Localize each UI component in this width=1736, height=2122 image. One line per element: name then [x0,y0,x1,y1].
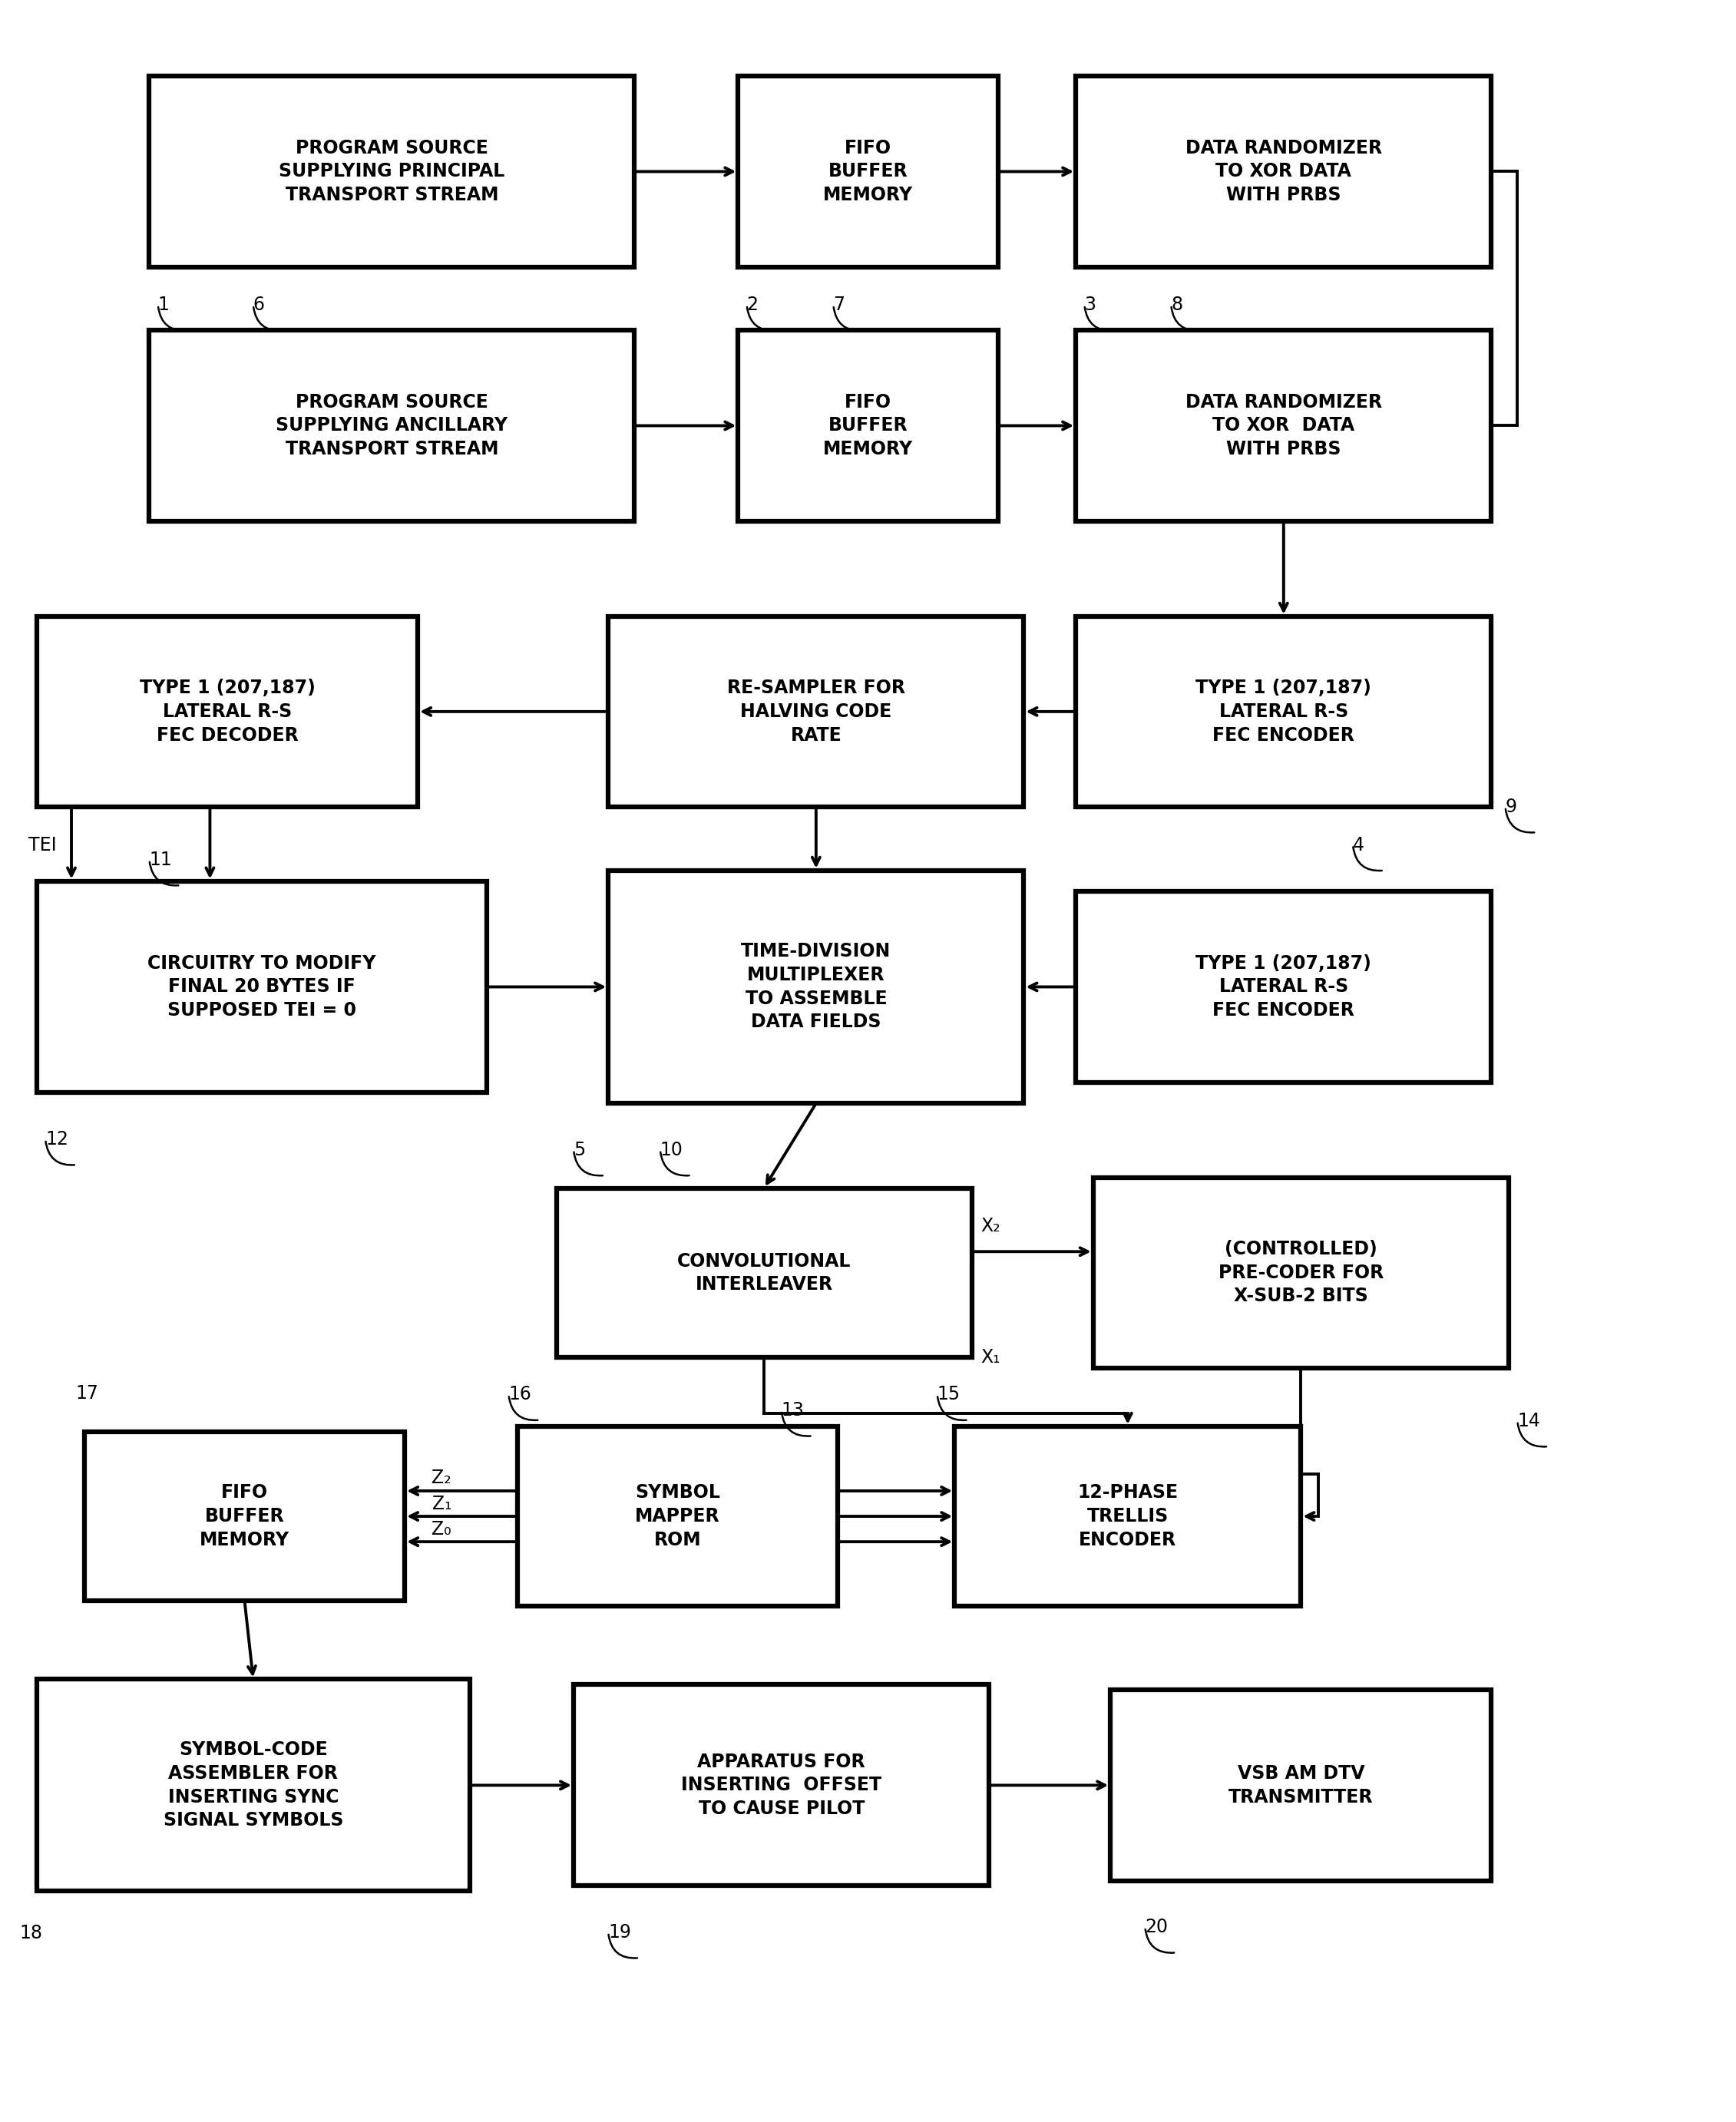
Text: 8: 8 [1172,295,1182,314]
Text: Z₂: Z₂ [432,1468,451,1488]
Text: TYPE 1 (207,187)
LATERAL R-S
FEC ENCODER: TYPE 1 (207,187) LATERAL R-S FEC ENCODER [1196,679,1371,745]
Bar [36,881,488,1093]
Text: TIME-DIVISION
MULTIPLEXER
TO ASSEMBLE
DATA FIELDS: TIME-DIVISION MULTIPLEXER TO ASSEMBLE DA… [741,942,891,1031]
Bar [1076,76,1491,267]
Text: 12: 12 [45,1131,68,1148]
Text: 7: 7 [833,295,845,314]
Text: TYPE 1 (207,187)
LATERAL R-S
FEC DECODER: TYPE 1 (207,187) LATERAL R-S FEC DECODER [139,679,316,745]
Bar [517,1426,838,1606]
Text: 20: 20 [1146,1918,1168,1937]
Bar [573,1685,990,1886]
Text: RE-SAMPLER FOR
HALVING CODE
RATE: RE-SAMPLER FOR HALVING CODE RATE [727,679,904,745]
Text: TYPE 1 (207,187)
LATERAL R-S
FEC ENCODER: TYPE 1 (207,187) LATERAL R-S FEC ENCODER [1196,955,1371,1021]
Bar [149,331,634,522]
Text: CIRCUITRY TO MODIFY
FINAL 20 BYTES IF
SUPPOSED TEI = 0: CIRCUITRY TO MODIFY FINAL 20 BYTES IF SU… [148,955,377,1021]
Text: SYMBOL
MAPPER
ROM: SYMBOL MAPPER ROM [635,1483,720,1549]
Text: 13: 13 [781,1401,804,1420]
Text: FIFO
BUFFER
MEMORY: FIFO BUFFER MEMORY [200,1483,290,1549]
Text: APPARATUS FOR
INSERTING  OFFSET
TO CAUSE PILOT: APPARATUS FOR INSERTING OFFSET TO CAUSE … [681,1753,882,1819]
Bar [149,76,634,267]
Bar [608,615,1024,806]
Text: 4: 4 [1352,836,1364,855]
Bar [1076,891,1491,1082]
Bar [556,1188,972,1358]
Text: 10: 10 [660,1142,684,1159]
Bar [738,331,998,522]
Text: 9: 9 [1505,798,1517,817]
Text: (CONTROLLED)
PRE-CODER FOR
X-SUB-2 BITS: (CONTROLLED) PRE-CODER FOR X-SUB-2 BITS [1219,1239,1384,1305]
Text: FIFO
BUFFER
MEMORY: FIFO BUFFER MEMORY [823,138,913,204]
Text: 19: 19 [608,1923,632,1942]
Text: 16: 16 [509,1386,531,1405]
Text: 5: 5 [573,1142,585,1159]
Text: X₂: X₂ [981,1218,1000,1235]
Bar [85,1432,404,1600]
Text: 3: 3 [1085,295,1095,314]
Text: Z₁: Z₁ [432,1494,451,1513]
Text: FIFO
BUFFER
MEMORY: FIFO BUFFER MEMORY [823,393,913,458]
Text: 6: 6 [253,295,266,314]
Text: 2: 2 [746,295,759,314]
Text: VSB AM DTV
TRANSMITTER: VSB AM DTV TRANSMITTER [1229,1763,1373,1806]
Bar [955,1426,1300,1606]
Text: 15: 15 [937,1386,960,1405]
Bar [1094,1178,1509,1369]
Bar [608,870,1024,1103]
Bar [36,615,418,806]
Text: 17: 17 [76,1384,99,1403]
Text: SYMBOL-CODE
ASSEMBLER FOR
INSERTING SYNC
SIGNAL SYMBOLS: SYMBOL-CODE ASSEMBLER FOR INSERTING SYNC… [163,1740,344,1829]
Text: CONVOLUTIONAL
INTERLEAVER: CONVOLUTIONAL INTERLEAVER [677,1252,851,1294]
Text: 11: 11 [149,851,172,870]
Text: 14: 14 [1517,1411,1540,1430]
Text: X₁: X₁ [981,1347,1000,1367]
Text: PROGRAM SOURCE
SUPPLYING ANCILLARY
TRANSPORT STREAM: PROGRAM SOURCE SUPPLYING ANCILLARY TRANS… [276,393,507,458]
Text: 12-PHASE
TRELLIS
ENCODER: 12-PHASE TRELLIS ENCODER [1078,1483,1179,1549]
Text: Z₀: Z₀ [432,1519,451,1538]
Text: 1: 1 [158,295,170,314]
Text: 18: 18 [19,1925,42,1944]
Text: DATA RANDOMIZER
TO XOR DATA
WITH PRBS: DATA RANDOMIZER TO XOR DATA WITH PRBS [1186,138,1382,204]
Text: DATA RANDOMIZER
TO XOR  DATA
WITH PRBS: DATA RANDOMIZER TO XOR DATA WITH PRBS [1186,393,1382,458]
Bar [738,76,998,267]
Text: PROGRAM SOURCE
SUPPLYING PRINCIPAL
TRANSPORT STREAM: PROGRAM SOURCE SUPPLYING PRINCIPAL TRANS… [279,138,505,204]
Bar [1111,1689,1491,1880]
Bar [36,1679,470,1891]
Text: TEI: TEI [28,836,56,855]
Bar [1076,615,1491,806]
Bar [1076,331,1491,522]
